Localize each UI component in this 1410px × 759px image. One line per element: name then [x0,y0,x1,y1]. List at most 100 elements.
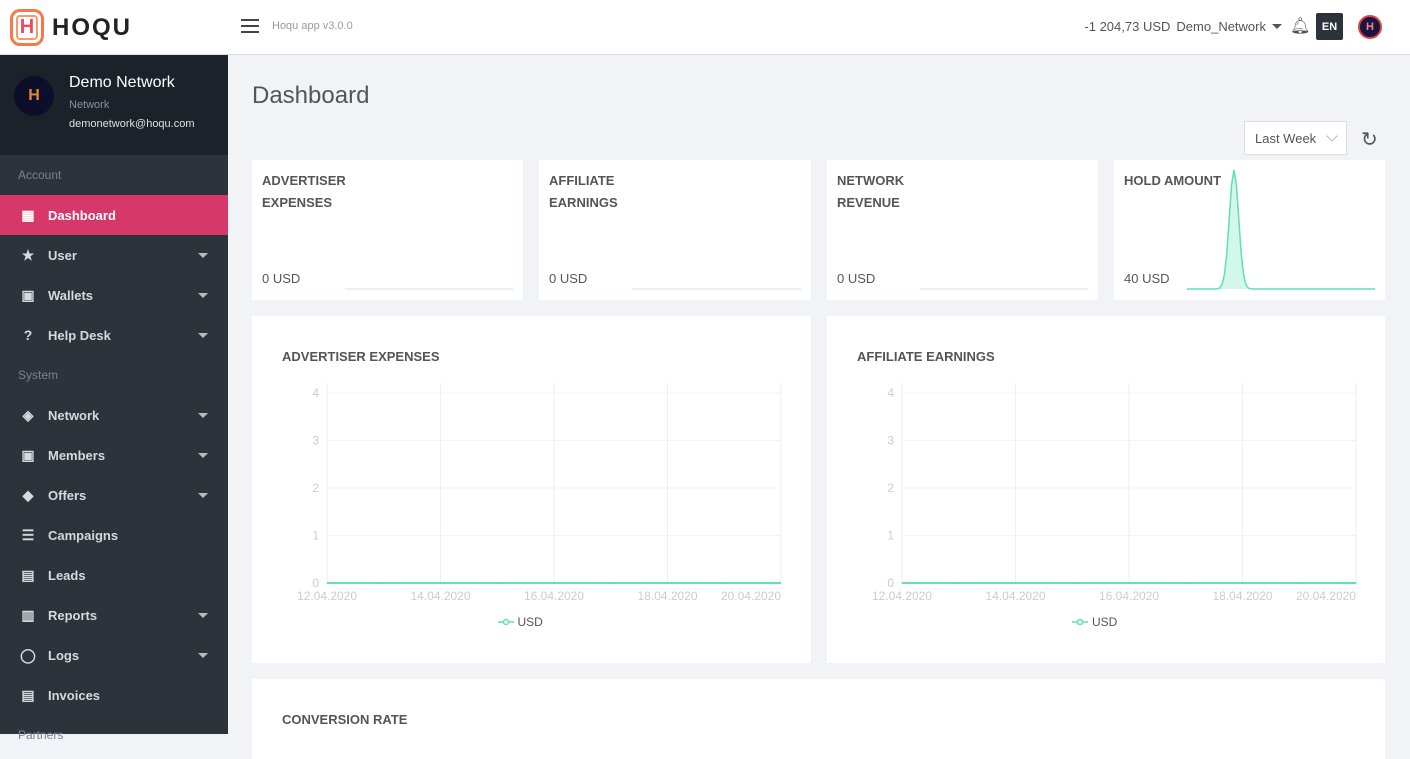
stat-value: 0 USD [549,271,588,286]
sidebar: H Demo Network Network demonetwork@hoqu.… [0,55,228,742]
y-tick-label: 3 [312,434,319,448]
data-point [496,582,498,584]
app-version: Hoqu app v3.0.0 [272,20,353,32]
x-tick-label: 16.04.2020 [1099,589,1159,603]
sidebar-item-wallets[interactable]: ▣ Wallets [0,275,228,315]
sidebar-section-label: Account [18,168,62,182]
data-point [958,582,960,584]
menu-toggle-icon[interactable] [241,19,259,33]
sparkline-line [1187,169,1375,290]
dashboard-icon: ▦ [21,206,35,223]
sidebar-section-label: System [18,368,59,382]
page-title: Dashboard [252,82,370,109]
conversion-rate-card: CONVERSION RATE [252,679,1385,759]
balance: -1 204,73 USD [1084,19,1171,34]
sidebar-item-logs[interactable]: ◯ Logs [0,635,228,675]
y-tick-label: 4 [312,386,319,400]
profile-name: Demo Network [69,74,175,91]
sidebar-item-label: Wallets [48,287,94,303]
profile: H Demo Network Network demonetwork@hoqu.… [0,55,228,155]
hoqu-logo-icon: H [10,9,44,46]
layers-icon: ◆ [22,486,34,503]
x-tick-label: 20.04.2020 [721,589,781,603]
sidebar-item-offers[interactable]: ◆ Offers [0,475,228,515]
sidebar-item-label: Campaigns [48,527,119,543]
sparkline [1187,169,1375,290]
legend-label: USD [1092,615,1118,629]
y-tick-label: 1 [312,529,319,543]
data-point [440,582,441,584]
stat-label: HOLD AMOUNT [1124,173,1222,188]
x-tick-label: 12.04.2020 [872,589,932,603]
x-tick-label: 12.04.2020 [297,589,357,603]
line-chart: 0 1 2 3 4 12.04.2020 14.04.2020 16.04.2020 18.04… [872,383,1357,603]
chart-legend[interactable]: USD [1072,615,1117,629]
caret-down-icon [198,293,208,298]
data-point [780,582,782,584]
chart-title: AFFILIATE EARNINGS [857,349,995,364]
bell-icon[interactable]: 🔔︎ [1290,17,1311,35]
chevron-down-icon[interactable] [1272,24,1282,29]
refresh-icon[interactable]: ↻ [1361,129,1378,151]
sidebar-item-user[interactable]: ★ User [0,235,228,275]
stat-card: HOLD AMOUNT 40 USD [1114,160,1385,300]
period-select[interactable]: Last Week [1244,121,1347,155]
y-tick-label: 3 [887,434,894,448]
y-tick-label: 4 [887,386,894,400]
sidebar-item-label: User [48,247,77,263]
network-selector[interactable]: Demo_Network [1176,19,1266,34]
data-point [723,582,725,584]
logo[interactable]: H HOQU [10,9,132,46]
data-point [901,582,903,584]
stat-label: NETWORK REVENUE [837,173,905,210]
chart-legend[interactable]: USD [497,615,543,629]
chart-card: ADVERTISER EXPENSES 0 1 2 3 4 12.04.2020 14.04.… [252,316,811,663]
y-tick-label: 2 [887,481,894,495]
sparkline [632,288,801,290]
sparkline [920,288,1088,290]
sidebar-item-help-desk[interactable]: ? Help Desk [0,315,228,355]
sidebar-section-label: Partners [18,728,64,742]
language-button[interactable]: EN [1316,13,1343,40]
sidebar-item-label: Leads [48,567,86,583]
sidebar-item-label: Invoices [48,687,101,703]
data-point [1355,582,1357,584]
sidebar-item-leads[interactable]: ▤ Leads [0,555,228,595]
sidebar-item-reports[interactable]: ▥ Reports [0,595,228,635]
clipboard-icon: ▤ [21,566,35,583]
data-point [1298,582,1300,584]
caret-down-icon [198,413,208,418]
legend-label: USD [517,615,543,629]
sidebar-item-label: Network [48,407,100,423]
sidebar-item-campaigns[interactable]: ☰ Campaigns [0,515,228,555]
data-point [553,582,555,584]
chart-card: AFFILIATE EARNINGS 0 1 2 3 4 12.04.2020 14.04.2… [827,316,1385,663]
stat-card: ADVERTISER EXPENSES 0 USD [252,160,523,300]
data-point [1128,582,1130,584]
profile-email: demonetwork@hoqu.com [69,118,195,130]
y-tick-label: 0 [312,576,319,590]
sidebar-item-network[interactable]: ◈ Network [0,395,228,435]
help-icon: ? [23,327,33,343]
data-point [1185,582,1187,584]
avatar[interactable]: H [1358,14,1382,39]
x-tick-label: 20.04.2020 [1296,589,1356,603]
logs-icon: ◯ [20,646,36,663]
sidebar-item-label: Members [48,447,106,463]
brand-name: HOQU [52,13,132,41]
profile-role: Network [69,99,110,111]
data-point [383,582,385,584]
sidebar-item-label: Help Desk [48,327,111,343]
sidebar-item-dashboard[interactable]: ▦ Dashboard [0,195,228,235]
caret-down-icon [198,333,208,338]
bar-chart-icon: ▥ [21,606,35,623]
x-tick-label: 14.04.2020 [410,589,470,603]
topbar: H HOQU Hoqu app v3.0.0 -1 204,73 USD Dem… [0,0,1410,55]
chart-title: ADVERTISER EXPENSES [282,349,440,364]
legend-marker-icon [497,618,514,626]
data-point [610,582,612,584]
caret-down-icon [198,493,208,498]
sidebar-item-members[interactable]: ▣ Members [0,435,228,475]
chevron-down-icon [1326,130,1338,142]
sidebar-item-invoices[interactable]: ▤ Invoices [0,675,228,715]
